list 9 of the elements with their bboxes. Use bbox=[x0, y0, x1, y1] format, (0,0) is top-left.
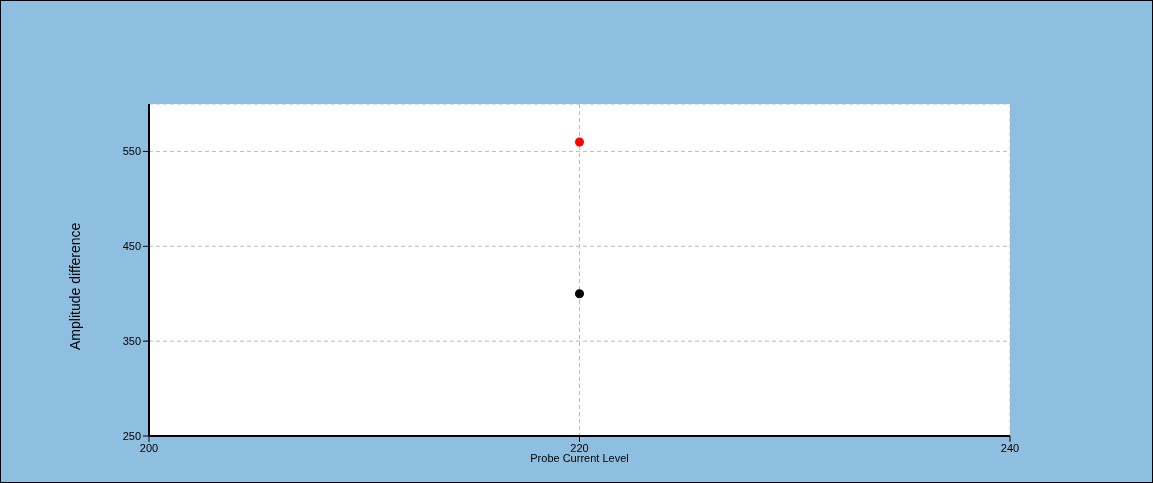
x-tick-label: 240 bbox=[1000, 441, 1020, 454]
x-tick-label: 200 bbox=[139, 441, 159, 454]
y-tick-label: 450 bbox=[122, 240, 141, 253]
y-axis-title: Amplitude difference bbox=[66, 222, 83, 350]
x-axis-title: Probe Current Level bbox=[530, 452, 629, 464]
y-tick-label: 350 bbox=[122, 335, 141, 348]
y-tick-label: 250 bbox=[122, 429, 141, 442]
y-tick-label: 550 bbox=[122, 145, 141, 158]
x-tick-label: 220 bbox=[570, 441, 589, 454]
